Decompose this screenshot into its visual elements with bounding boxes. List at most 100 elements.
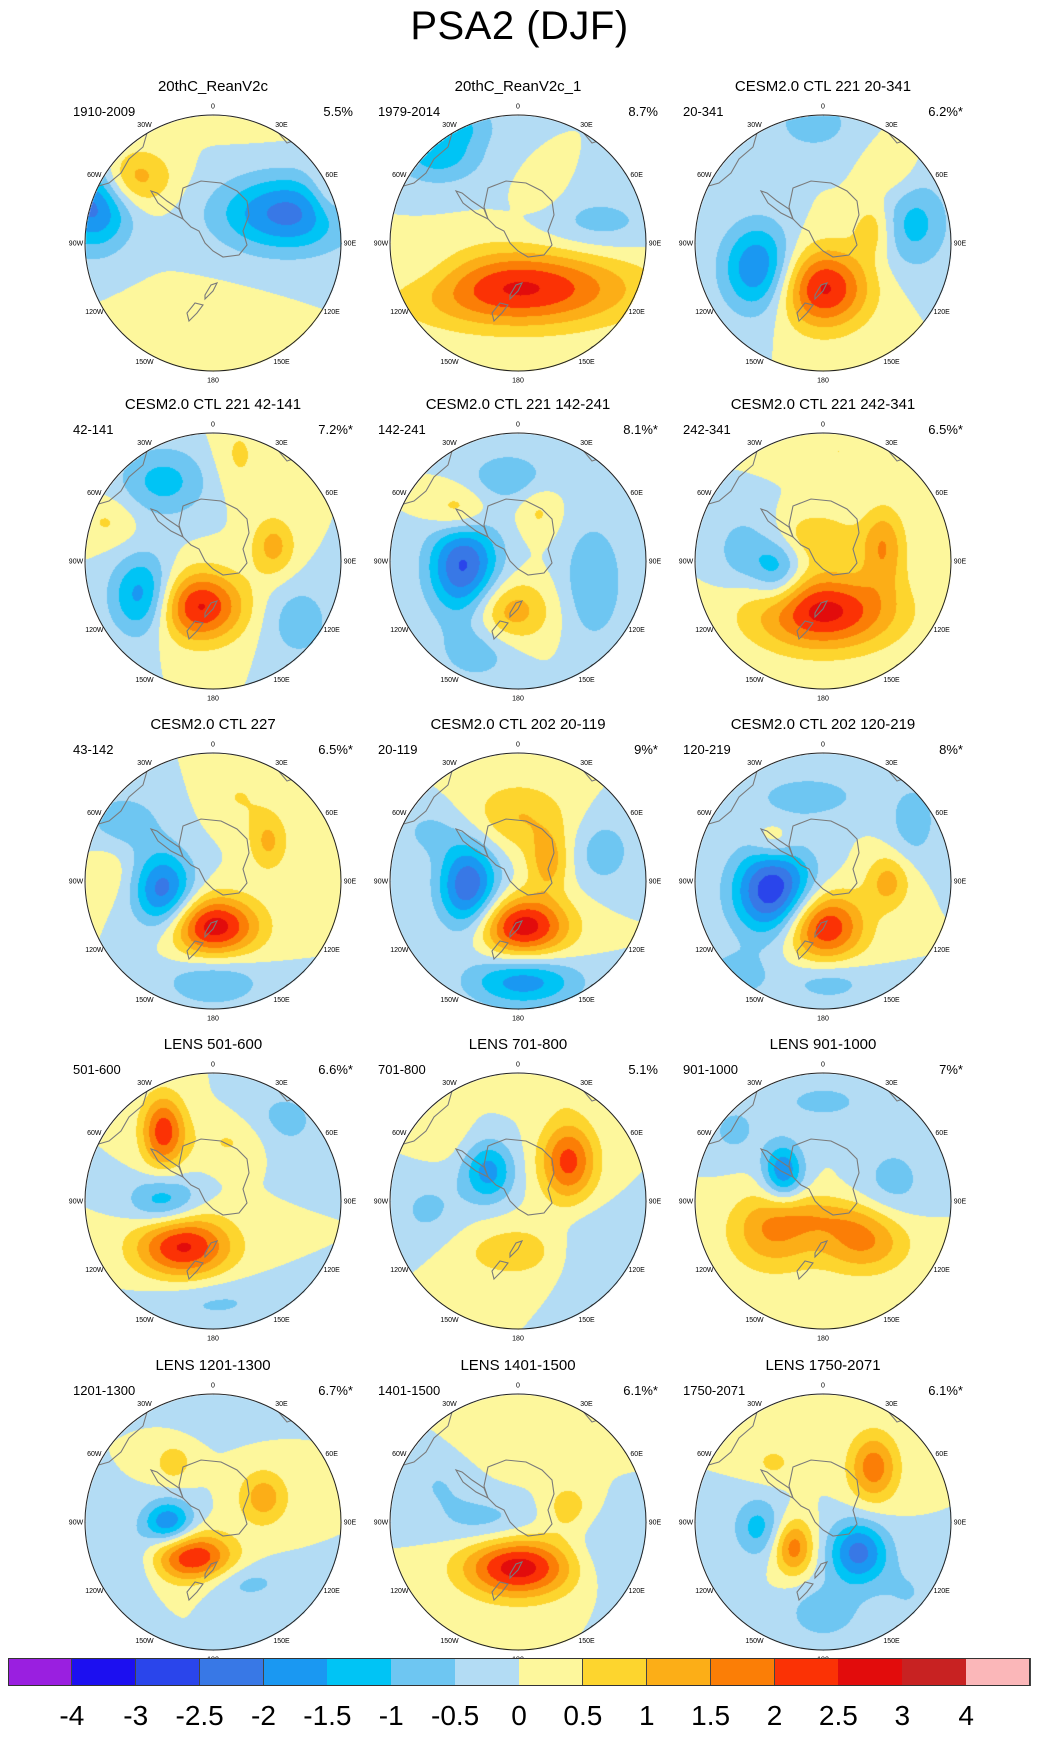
longitude-label: 60W [87,490,102,497]
coastline-path [267,1073,300,1102]
coastline-path [454,1148,490,1179]
coastline-path [267,1394,300,1423]
coastline-path [149,828,185,859]
panel-title: LENS 1201-1300 [155,1357,271,1374]
map-boundary [389,114,647,372]
coastline-path [796,620,814,641]
map-boundary [84,432,342,690]
coastline-path [204,920,219,939]
longitude-label: 30W [747,1401,762,1408]
longitude-label: 60E [325,1451,338,1458]
coastline-path [877,1394,910,1423]
coastlines [703,115,948,362]
panel-title: CESM2.0 CTL 202 120-219 [730,716,916,733]
coastline-path [759,508,795,539]
longitude-label: 90E [649,879,662,886]
longitude-label: 90E [344,1520,357,1527]
map-boundary [389,752,647,1010]
panel-title: CESM2.0 CTL 227 [150,716,276,733]
longitude-label: 30E [580,440,593,447]
page-title: PSA2 (DJF) [410,4,629,48]
panel-title: CESM2.0 CTL 221 242-341 [730,396,916,413]
coastline-path [491,1260,509,1281]
panel-title: 20thC_ReanV2c_1 [454,78,582,95]
coastline-path [491,302,509,323]
coastline-path [483,180,555,258]
longitude-label: 60E [630,1130,643,1137]
map-boundary [694,1393,952,1651]
longitude-label: 30E [885,122,898,129]
longitude-label: 30E [885,1080,898,1087]
coastline-path [572,753,605,782]
coastline-path [186,940,204,961]
longitude-label: 30W [137,1401,152,1408]
longitude-label: 90E [344,241,357,248]
longitude-label: 30E [275,440,288,447]
longitude-label: 60W [392,172,407,179]
longitude-label: 180 [512,696,524,703]
colorbar-tick-label: -2.5 [175,1700,224,1731]
coastline-path [186,1260,204,1281]
coastlines [703,1394,948,1641]
longitude-label: 120E [323,947,340,954]
coastline-path [814,1240,829,1259]
longitude-label: 30W [747,1080,762,1087]
panel-title: CESM2.0 CTL 221 42-141 [124,396,302,413]
colorbar-bin [966,1658,1031,1686]
longitude-label: 150W [135,997,154,1004]
longitude-label: 0 [821,742,825,749]
longitude-label: 180 [512,378,524,385]
longitude-label: 60W [392,810,407,817]
longitude-label: 0 [516,104,520,111]
longitude-label: 120E [933,1588,950,1595]
map-panel: CESM2.0 CTL 221 142-241 142-241 8.1%* 0 180 3… [368,396,668,703]
map-panel: LENS 901-1000 901-1000 7%* 0 180 30E 60E 90E 120… [673,1036,973,1343]
longitude-label: 60E [935,172,948,179]
longitude-label: 120W [85,627,104,634]
colorbar-tick-label: -2 [251,1700,276,1731]
longitude-label: 150W [440,997,459,1004]
map-panel: LENS 1401-15001401-15006.1%*018030E60E90… [368,1357,668,1664]
field-raster [83,113,343,373]
longitude-label: 90W [679,559,694,566]
longitude-label: 60W [87,172,102,179]
longitude-label: 120W [85,1588,104,1595]
coastline-path [877,753,910,782]
coastline-path [483,818,555,896]
colorbar [8,1658,1031,1686]
field-raster [83,751,343,1011]
longitude-label: 60E [630,1451,643,1458]
panel-title: 20thC_ReanV2c [157,78,269,95]
longitude-label: 90E [954,559,967,566]
longitude-label: 0 [211,104,215,111]
longitude-label: 150E [883,997,900,1004]
coastline-path [149,1148,185,1179]
colorbar-bin [902,1658,967,1686]
longitude-label: 120E [933,947,950,954]
coastline-path [178,1459,250,1537]
coastline-path [877,433,910,462]
colorbar-tick-label: -1.5 [303,1700,352,1731]
field-raster [388,113,648,373]
field-raster [83,431,343,691]
colorbar-tick-label: 3 [894,1700,911,1731]
coastline-path [509,920,524,939]
longitude-label: 30E [580,1080,593,1087]
map-boundary [84,752,342,1010]
longitude-label: 120E [323,309,340,316]
map-panel: CESM2.0 CTL 227 43-142 6.5%* 0 180 30E 60E 90E 1… [63,716,363,1023]
coastline-path [759,190,795,221]
coastline-path [454,1469,490,1500]
longitude-label: 30E [275,1401,288,1408]
longitude-label: 150E [883,359,900,366]
longitude-label: 120E [323,1588,340,1595]
coastline-path [796,940,814,961]
colorbar-bin [263,1658,328,1686]
coastline-path [178,818,250,896]
